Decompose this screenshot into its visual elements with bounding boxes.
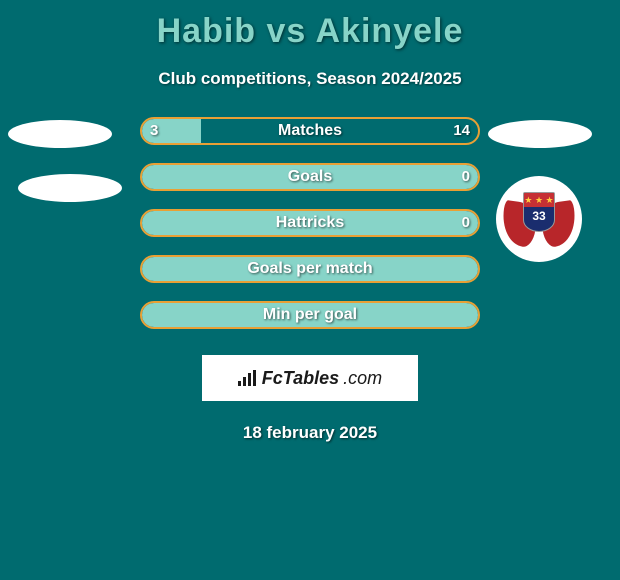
page-title: Habib vs Akinyele bbox=[0, 0, 620, 51]
brand-bars-icon bbox=[238, 370, 256, 386]
player-left-badge-1 bbox=[8, 120, 112, 148]
stat-row: Goals per match bbox=[0, 255, 620, 301]
brand-name: FcTables bbox=[262, 368, 339, 389]
club-crest-icon: ★ ★ ★ 33 bbox=[510, 190, 568, 248]
stat-row: Min per goal bbox=[0, 301, 620, 347]
value-right: 14 bbox=[453, 117, 470, 145]
page-subtitle: Club competitions, Season 2024/2025 bbox=[0, 69, 620, 89]
brand-box: FcTables.com bbox=[202, 355, 418, 401]
date-label: 18 february 2025 bbox=[0, 423, 620, 443]
bar-label: Matches bbox=[140, 117, 480, 145]
player-left-badge-2 bbox=[18, 174, 122, 202]
bar-label: Goals bbox=[140, 163, 480, 191]
player-right-badge-ellipse bbox=[488, 120, 592, 148]
player-right-club-badge: ★ ★ ★ 33 bbox=[496, 176, 582, 262]
bar-label: Hattricks bbox=[140, 209, 480, 237]
brand-suffix: .com bbox=[343, 368, 382, 389]
value-left: 3 bbox=[150, 117, 158, 145]
bar-label: Min per goal bbox=[140, 301, 480, 329]
bar-label: Goals per match bbox=[140, 255, 480, 283]
value-right: 0 bbox=[462, 163, 470, 191]
value-right: 0 bbox=[462, 209, 470, 237]
brand-label: FcTables.com bbox=[238, 368, 382, 389]
